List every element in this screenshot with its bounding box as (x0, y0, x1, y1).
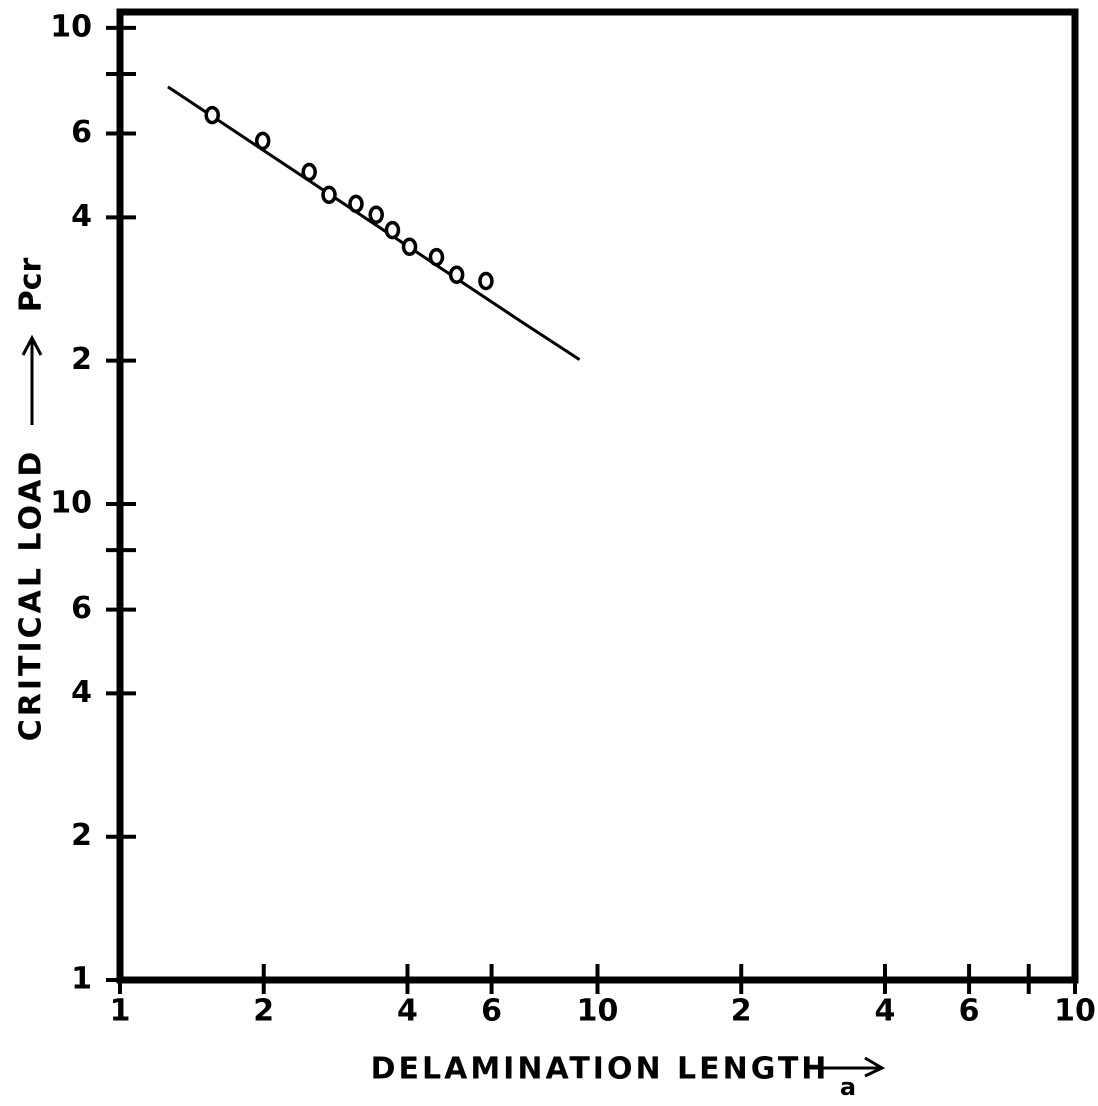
x-axis-label: DELAMINATION LENGTH (371, 1052, 830, 1087)
y-axis-symbol: Pcr (14, 258, 49, 313)
x-tick-label: 6 (959, 994, 980, 1029)
x-tick-label: 10 (577, 994, 619, 1029)
data-point (254, 131, 271, 151)
data-point (204, 105, 220, 125)
y-tick-label: 6 (71, 115, 92, 150)
x-axis-symbol: a (840, 1073, 856, 1101)
x-tick-label: 2 (253, 994, 274, 1029)
x-tick-label: 6 (481, 994, 502, 1029)
data-point (401, 237, 418, 256)
data-point (301, 162, 317, 182)
data-point (384, 220, 401, 240)
data-point (428, 247, 445, 267)
y-tick-label: 4 (71, 675, 92, 710)
data-point (368, 205, 384, 225)
y-tick-label: 6 (71, 591, 92, 626)
y-tick-label: 10 (50, 9, 92, 44)
data-point (478, 271, 494, 291)
x-tick-label: 10 (1054, 994, 1096, 1029)
x-tick-label: 4 (397, 994, 418, 1029)
fit-line (167, 85, 581, 361)
y-arrow-head (21, 334, 43, 356)
y-tick-label: 4 (71, 199, 92, 234)
x-tick-label: 2 (731, 994, 752, 1029)
y-tick-label: 2 (71, 342, 92, 377)
data-point (321, 185, 337, 205)
data-point (348, 194, 364, 214)
y-axis-label: CRITICAL LOAD (14, 449, 49, 742)
y-tick-label: 10 (50, 485, 92, 520)
x-arrow-head (864, 1056, 886, 1078)
y-tick-label: 1 (71, 962, 92, 997)
data-point (448, 265, 465, 285)
plot-frame (116, 8, 1079, 984)
x-tick-label: 1 (110, 994, 131, 1029)
x-tick-label: 4 (875, 994, 896, 1029)
y-tick-label: 2 (71, 818, 92, 853)
